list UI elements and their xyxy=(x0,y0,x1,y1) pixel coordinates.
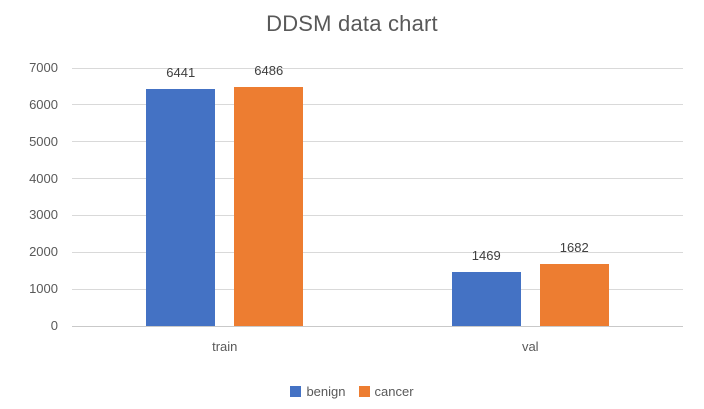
x-axis-category-label: val xyxy=(521,339,539,354)
x-axis-category-label: train xyxy=(212,339,238,354)
x-axis-line xyxy=(72,325,683,327)
legend: benign cancer xyxy=(0,383,704,399)
y-axis-tick-label: 3000 xyxy=(29,207,58,223)
legend-color-swatch-benign-icon xyxy=(290,385,302,397)
gridline xyxy=(72,104,683,106)
gridline xyxy=(72,251,683,253)
legend-label-cancer: cancer xyxy=(374,383,414,399)
gridline xyxy=(72,67,683,69)
bar-cancer-train xyxy=(234,86,304,326)
y-axis-tick-label: 5000 xyxy=(29,133,58,149)
gridline xyxy=(72,214,683,216)
bar-benign-train xyxy=(146,88,216,326)
y-axis-tick-label: 0 xyxy=(50,318,58,333)
data-label-cancer-train: 6486 xyxy=(254,62,284,78)
bar-cancer-val xyxy=(539,264,609,326)
y-axis-tick-label: 1000 xyxy=(29,281,58,297)
y-axis-tick-label: 2000 xyxy=(29,244,58,260)
bar-benign-val xyxy=(451,271,521,326)
legend-color-swatch-cancer-icon xyxy=(358,385,370,397)
data-label-benign-train: 6441 xyxy=(166,64,196,80)
y-axis-tick-label: 4000 xyxy=(29,170,58,186)
legend-label-benign: benign xyxy=(306,383,346,399)
legend-item-cancer: cancer xyxy=(358,383,414,399)
data-label-benign-val: 1469 xyxy=(471,247,501,263)
legend-item-benign: benign xyxy=(290,383,346,399)
gridline xyxy=(72,178,683,180)
gridline xyxy=(72,141,683,143)
y-axis-tick-label: 7000 xyxy=(29,60,58,75)
gridline xyxy=(72,288,683,290)
chart-title: DDSM data chart xyxy=(266,11,438,36)
data-label-cancer-val: 1682 xyxy=(559,240,589,255)
y-axis-tick-label: 6000 xyxy=(29,96,58,112)
